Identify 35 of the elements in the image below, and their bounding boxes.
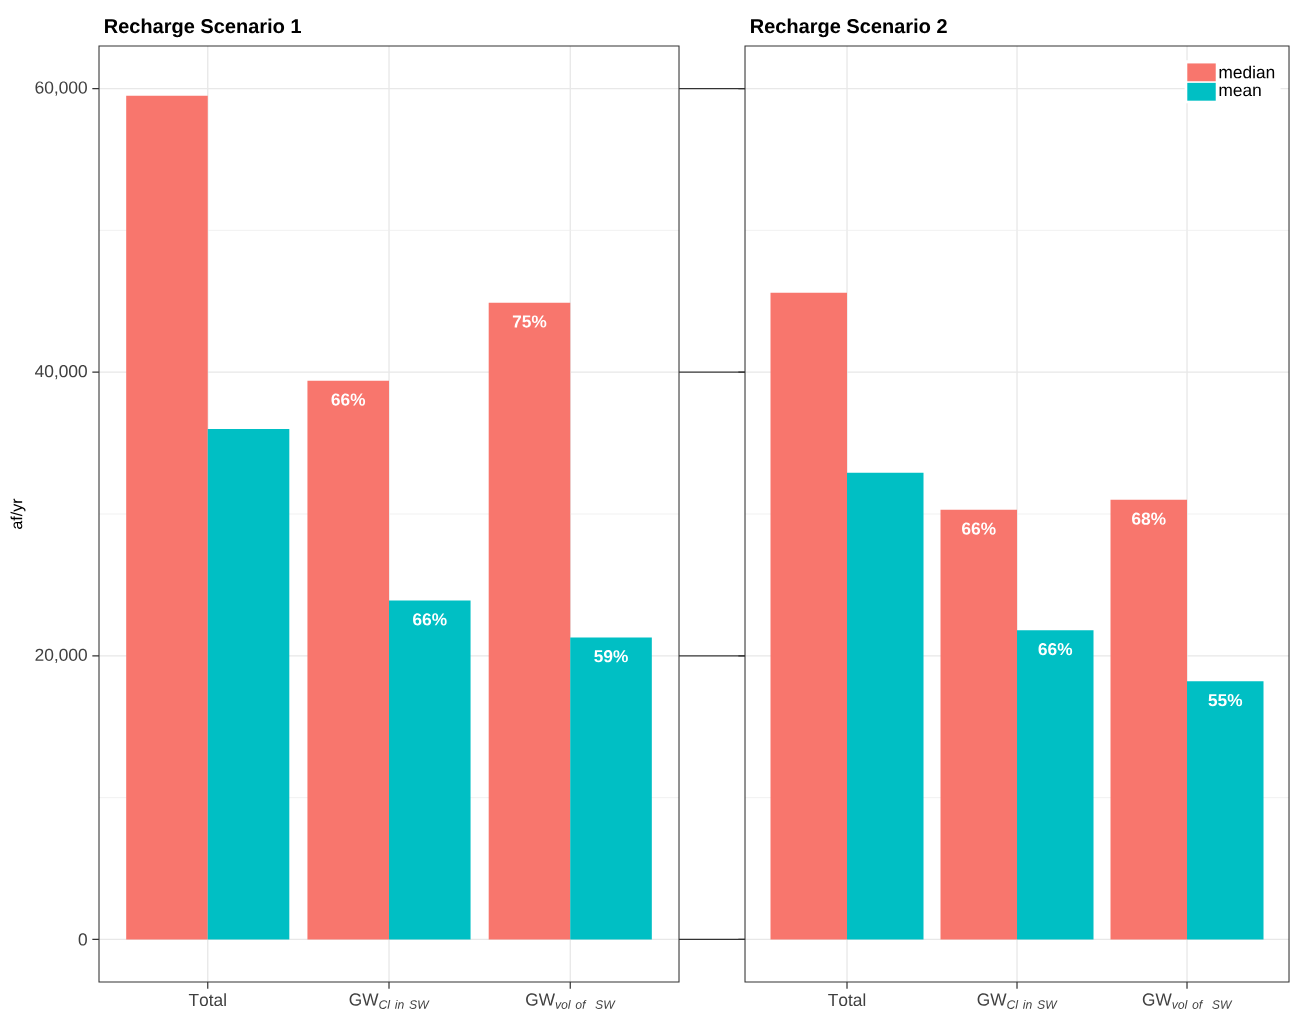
bar [1017, 630, 1094, 940]
x-tick-label: $\mathrm{GW}_{\mathit{Cl\ in\ SW}}$ [977, 993, 1058, 1009]
bar [307, 380, 390, 940]
y-tick-label: 40,000 [35, 365, 87, 380]
bar [847, 472, 924, 940]
annotation: 55% [1208, 694, 1243, 707]
x-tick-label: $\mathrm{GW}_{\mathit{vol\ of\ \ SW}}$ [1142, 993, 1233, 1009]
y-tick-label: 20,000 [35, 648, 87, 663]
y-tick-label: 60,000 [35, 81, 87, 96]
bar [207, 428, 290, 940]
annotation: 68% [1132, 512, 1166, 525]
bar [389, 600, 471, 940]
legend-label: mean [1219, 86, 1261, 97]
x-tick-label: $\mathrm{Total}$ [828, 993, 866, 1007]
annotation: 75% [512, 315, 547, 328]
y-tick-label: 0 [78, 933, 87, 946]
chart-title: Recharge Scenario 2 [751, 18, 947, 38]
bar [126, 95, 208, 940]
bar [770, 292, 848, 940]
bar [488, 302, 571, 940]
bar [1187, 681, 1264, 940]
chart-title: Recharge Scenario 1 [105, 18, 301, 38]
annotation: 66% [1038, 643, 1073, 656]
x-tick-label: $\mathrm{GW}_{\mathit{vol\ of\ \ SW}}$ [526, 993, 616, 1009]
y-axis-title: af/yr [10, 498, 26, 529]
bar [1110, 499, 1188, 940]
bar [570, 637, 652, 940]
bar [940, 509, 1018, 940]
x-tick-label: $\mathrm{GW}_{\mathit{Cl\ in\ SW}}$ [349, 993, 430, 1009]
annotation: 66% [962, 522, 996, 535]
annotation: 59% [594, 650, 628, 663]
x-tick-label: $\mathrm{Total}$ [188, 993, 226, 1007]
annotation: 66% [331, 393, 366, 406]
annotation: 66% [413, 613, 447, 626]
legend-label: median [1219, 65, 1275, 79]
